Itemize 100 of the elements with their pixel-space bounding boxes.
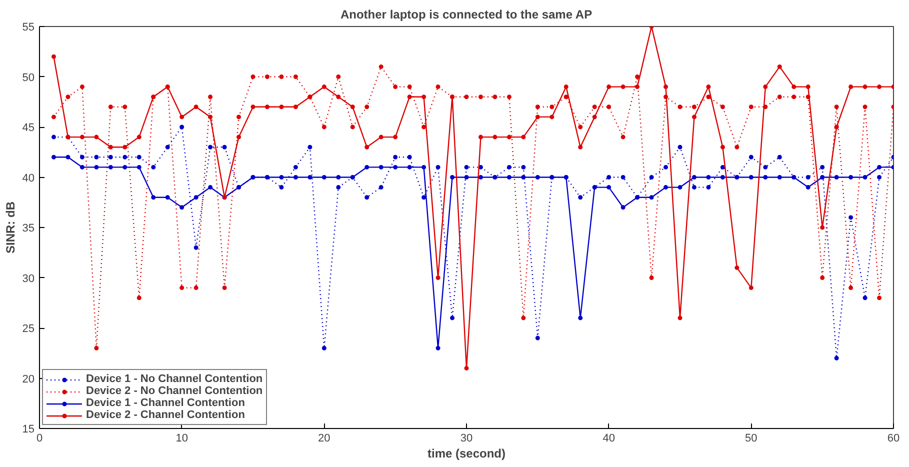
x-tick-label: 30 xyxy=(460,432,473,444)
y-tick-label: 25 xyxy=(22,323,35,335)
point xyxy=(194,245,198,250)
point xyxy=(578,195,583,200)
point xyxy=(578,144,583,150)
point xyxy=(66,94,70,100)
point xyxy=(706,94,711,100)
point xyxy=(393,154,398,160)
point xyxy=(422,164,426,170)
x-tick-label: 60 xyxy=(887,432,900,444)
point xyxy=(763,164,768,170)
point xyxy=(877,164,882,170)
point xyxy=(108,104,113,110)
y-tick-label: 45 xyxy=(22,122,35,134)
point xyxy=(66,154,70,160)
point xyxy=(664,84,668,90)
point xyxy=(692,114,696,120)
point xyxy=(393,164,398,170)
point xyxy=(848,286,854,290)
point xyxy=(222,144,227,150)
point xyxy=(194,104,198,110)
point xyxy=(51,54,56,59)
point xyxy=(478,175,483,180)
point xyxy=(364,144,370,150)
point xyxy=(122,104,128,110)
point xyxy=(862,84,868,90)
point xyxy=(436,346,440,350)
point xyxy=(748,104,754,110)
point xyxy=(492,134,498,140)
point xyxy=(478,134,483,140)
point xyxy=(720,144,725,150)
point xyxy=(393,134,398,140)
legend-label: Device 2 - No Channel Contention xyxy=(86,385,263,397)
y-tick-label: 40 xyxy=(22,172,35,184)
point xyxy=(80,164,84,170)
point xyxy=(322,124,326,130)
point xyxy=(136,296,142,300)
point xyxy=(436,276,440,280)
point xyxy=(151,164,156,170)
point xyxy=(578,124,583,130)
point xyxy=(194,286,198,290)
point xyxy=(122,144,128,150)
point xyxy=(763,84,768,90)
point xyxy=(550,104,554,110)
point xyxy=(108,154,113,160)
point xyxy=(122,164,128,170)
point xyxy=(777,175,782,180)
point xyxy=(464,164,469,170)
point xyxy=(692,185,696,190)
point xyxy=(862,104,868,110)
point xyxy=(336,74,341,79)
point xyxy=(378,185,384,190)
point xyxy=(792,84,796,90)
point xyxy=(293,164,298,170)
point xyxy=(592,104,597,110)
point xyxy=(649,175,654,180)
x-tick-label: 20 xyxy=(318,432,330,444)
point xyxy=(535,114,540,120)
point xyxy=(635,74,640,79)
point xyxy=(436,84,440,90)
point xyxy=(635,84,640,90)
point xyxy=(535,175,540,180)
point xyxy=(51,134,56,140)
point xyxy=(279,104,284,110)
point xyxy=(777,154,782,160)
point xyxy=(792,94,796,100)
point xyxy=(151,195,156,200)
point xyxy=(208,185,213,190)
point xyxy=(450,316,455,320)
point xyxy=(407,94,412,100)
y-tick-label: 55 xyxy=(22,22,35,34)
point xyxy=(293,104,298,110)
point xyxy=(293,74,298,79)
point xyxy=(94,346,99,350)
point xyxy=(336,185,341,190)
point xyxy=(165,144,170,150)
point xyxy=(51,114,56,120)
point xyxy=(279,175,284,180)
point xyxy=(521,175,526,180)
point xyxy=(506,175,512,180)
point xyxy=(336,94,341,100)
point xyxy=(308,175,312,180)
point xyxy=(777,64,782,69)
point xyxy=(136,164,142,170)
point xyxy=(777,94,782,100)
point xyxy=(506,164,512,170)
point xyxy=(94,164,99,170)
point xyxy=(180,286,184,290)
point xyxy=(322,346,326,350)
point xyxy=(322,84,326,90)
point xyxy=(620,205,626,210)
point xyxy=(535,336,540,340)
point xyxy=(350,124,355,130)
x-tick-label: 10 xyxy=(176,432,188,444)
point xyxy=(848,215,854,220)
point xyxy=(208,144,213,150)
point xyxy=(606,104,612,110)
point xyxy=(464,175,469,180)
point xyxy=(748,175,754,180)
point xyxy=(364,195,370,200)
